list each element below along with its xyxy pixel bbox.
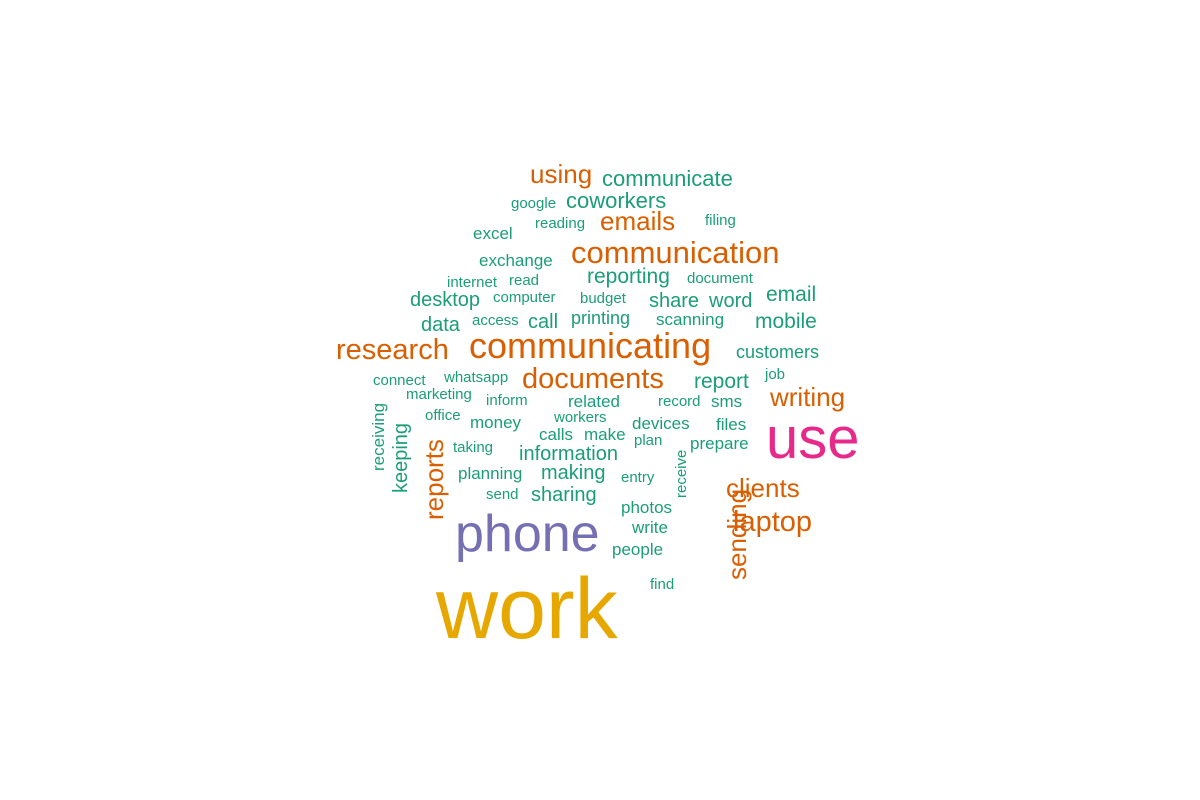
- word-workers: workers: [554, 409, 607, 426]
- word-communicate: communicate: [602, 166, 733, 191]
- word-word: word: [709, 290, 753, 312]
- word-information: information: [519, 443, 618, 465]
- word-calls: calls: [539, 425, 574, 444]
- word-entry: entry: [621, 469, 655, 486]
- word-share: share: [649, 290, 700, 312]
- word-writing: writing: [770, 382, 846, 412]
- word-clients: clients: [726, 473, 800, 503]
- word-report: report: [694, 370, 749, 393]
- word-read: read: [509, 272, 540, 289]
- word-communicating: communicating: [469, 325, 712, 366]
- word-budget: budget: [580, 290, 626, 307]
- word-connect: connect: [373, 372, 426, 389]
- word-mobile: mobile: [755, 310, 817, 333]
- word-making: making: [541, 462, 606, 484]
- word-sending: sending: [722, 488, 752, 580]
- word-find: find: [650, 576, 675, 593]
- word-receiving: receiving: [369, 402, 388, 471]
- word-make: make: [584, 425, 626, 444]
- word-keeping: keeping: [390, 422, 412, 493]
- word-sharing: sharing: [531, 484, 597, 506]
- word-email: email: [766, 283, 817, 306]
- word-emails: emails: [600, 206, 676, 236]
- word-job: job: [765, 366, 786, 383]
- word-document: document: [687, 270, 753, 287]
- word-research: research: [336, 334, 449, 366]
- word-using: using: [530, 159, 593, 189]
- word-scanning: scanning: [656, 310, 725, 329]
- word-work: work: [436, 561, 618, 657]
- word-money: money: [470, 413, 522, 432]
- word-people: people: [612, 540, 664, 559]
- word-inform: inform: [486, 392, 528, 409]
- word-receive: receive: [673, 449, 690, 498]
- word-send: send: [486, 486, 519, 503]
- word-google: google: [511, 195, 557, 212]
- word-marketing: marketing: [406, 386, 472, 403]
- word-office: office: [425, 407, 461, 424]
- word-taking: taking: [453, 439, 494, 456]
- word-related: related: [568, 392, 620, 411]
- word-internet: internet: [447, 274, 498, 291]
- word-photos: photos: [621, 498, 673, 517]
- word-reading: reading: [535, 215, 586, 232]
- word-record: record: [658, 393, 701, 410]
- word-customers: customers: [736, 342, 820, 362]
- word-communication: communication: [571, 235, 780, 270]
- word-reporting: reporting: [587, 265, 670, 288]
- word-plan: plan: [634, 432, 663, 449]
- word-documents: documents: [522, 363, 664, 395]
- word-laptop: laptop: [733, 506, 813, 538]
- word-planning: planning: [458, 464, 523, 483]
- word-reports: reports: [419, 439, 449, 520]
- word-devices: devices: [632, 414, 690, 433]
- word-excel: excel: [473, 224, 513, 243]
- word-whatsapp: whatsapp: [444, 369, 509, 386]
- word-files: files: [716, 415, 747, 434]
- word-desktop: desktop: [410, 289, 481, 311]
- word-access: access: [472, 312, 519, 329]
- word-prepare: prepare: [690, 434, 749, 453]
- word-phone: phone: [455, 505, 600, 563]
- word-write: write: [632, 518, 668, 537]
- word-filing: filing: [705, 212, 736, 229]
- word-call: call: [528, 311, 559, 333]
- word-printing: printing: [571, 308, 631, 328]
- word-sms: sms: [711, 392, 743, 411]
- word-computer: computer: [493, 289, 556, 306]
- word-use: use: [766, 406, 860, 471]
- word-coworkers: coworkers: [566, 188, 667, 213]
- word-data: data: [421, 314, 460, 336]
- word-exchange: exchange: [479, 251, 553, 270]
